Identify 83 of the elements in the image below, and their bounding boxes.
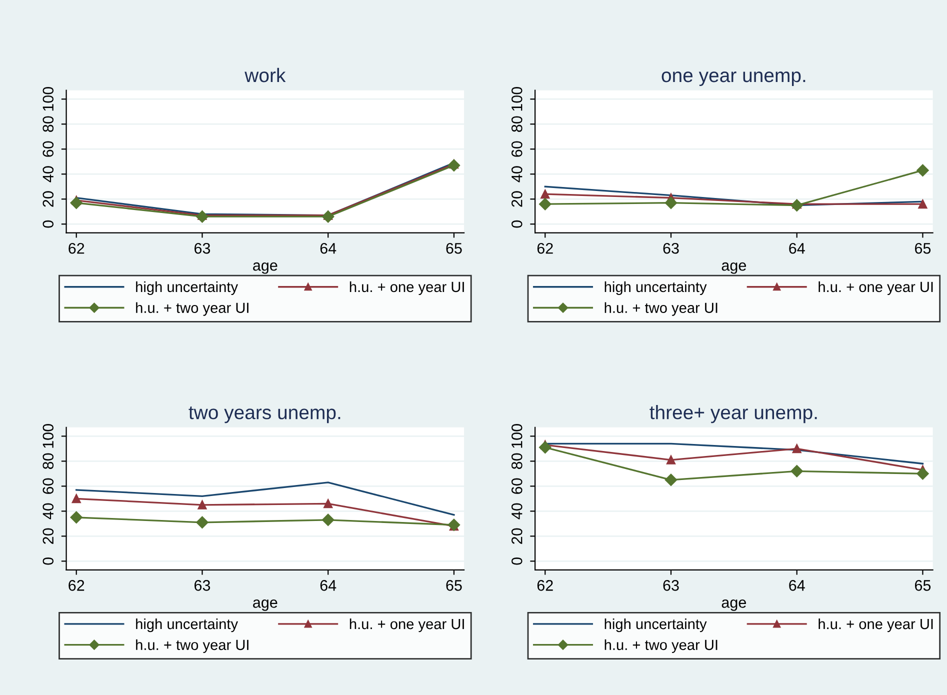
x-tick-label: 62 [537,580,553,591]
legend-label: high uncertainty [604,281,707,295]
point [70,511,82,524]
point [792,444,802,454]
point [916,164,929,176]
y-tick-label: 80 [511,453,522,469]
x-tick-label: 64 [320,580,336,591]
legend-label: high uncertainty [136,281,238,295]
y-tick-label: 60 [42,141,54,157]
y-tick-label: 0 [511,220,522,228]
point [664,474,678,486]
point [198,500,207,510]
point [196,516,208,529]
x-tick-label: 64 [789,242,805,254]
point [322,210,334,223]
legend-label: h.u. + one year UI [818,281,933,295]
y-tick-label: 40 [511,503,522,520]
y-tick-label: 20 [511,191,522,207]
legend-label: high uncertainty [136,618,238,632]
y-tick-label: 60 [511,141,522,157]
x-axis-title: age [253,599,278,611]
legend-label: h.u. + two year UI [136,639,248,653]
chart-title: one year unemp. [662,72,806,86]
x-axis-title: age [722,599,746,611]
point [322,514,334,526]
point [324,499,333,508]
y-tick-label: 80 [42,116,54,132]
point [448,159,460,172]
legend-label: h.u. + one year UI [350,281,464,295]
point [540,190,550,199]
chart-title: work [244,68,286,82]
point [918,200,928,209]
point [666,455,676,464]
point [916,468,929,480]
y-tick-label: 60 [511,478,522,494]
y-tick-label: 60 [42,478,54,494]
x-tick-label: 63 [663,242,679,254]
legend-label: h.u. + one year UI [350,618,464,632]
x-tick-label: 62 [537,242,553,254]
point [539,198,552,210]
x-tick-label: 62 [68,580,84,591]
x-tick-label: 63 [194,580,210,591]
y-tick-label: 100 [511,424,522,448]
y-tick-label: 20 [42,528,54,544]
x-tick-label: 64 [789,580,805,591]
x-tick-label: 65 [915,242,931,254]
legend-label: h.u. + two year UI [604,639,718,653]
line-series [76,482,455,516]
y-tick-label: 20 [42,191,54,207]
point [539,441,552,454]
x-tick-label: 65 [915,580,931,591]
point [70,196,82,209]
x-tick-label: 64 [320,242,336,254]
y-tick-label: 100 [42,86,54,111]
y-tick-label: 80 [511,116,522,132]
y-tick-label: 20 [511,528,522,544]
point [790,465,803,478]
legend-label: h.u. + two year UI [136,302,248,316]
x-axis-title: age [253,262,278,274]
point [790,199,803,212]
y-tick-label: 100 [42,424,54,448]
y-tick-label: 80 [42,453,54,469]
x-axis-title: age [722,262,746,274]
y-tick-label: 0 [42,220,54,228]
point [196,210,208,223]
chart-title: two years unemp. [188,406,340,424]
y-tick-label: 40 [511,166,522,182]
x-tick-label: 65 [446,242,462,254]
y-tick-label: 40 [42,503,54,520]
legend-label: h.u. + one year UI [818,618,933,632]
legend-label: h.u. + two year UI [604,302,718,316]
y-tick-label: 0 [511,558,522,565]
legend-label: high uncertainty [604,618,707,632]
x-tick-label: 63 [663,580,679,591]
point [664,196,678,209]
x-tick-label: 65 [446,580,462,591]
x-tick-label: 62 [68,242,84,254]
y-tick-label: 0 [42,558,54,565]
y-tick-label: 100 [511,86,522,111]
x-tick-label: 63 [194,242,210,254]
point [72,494,81,504]
y-tick-label: 40 [42,166,54,182]
chart-title: three+ year unemp. [650,405,817,424]
